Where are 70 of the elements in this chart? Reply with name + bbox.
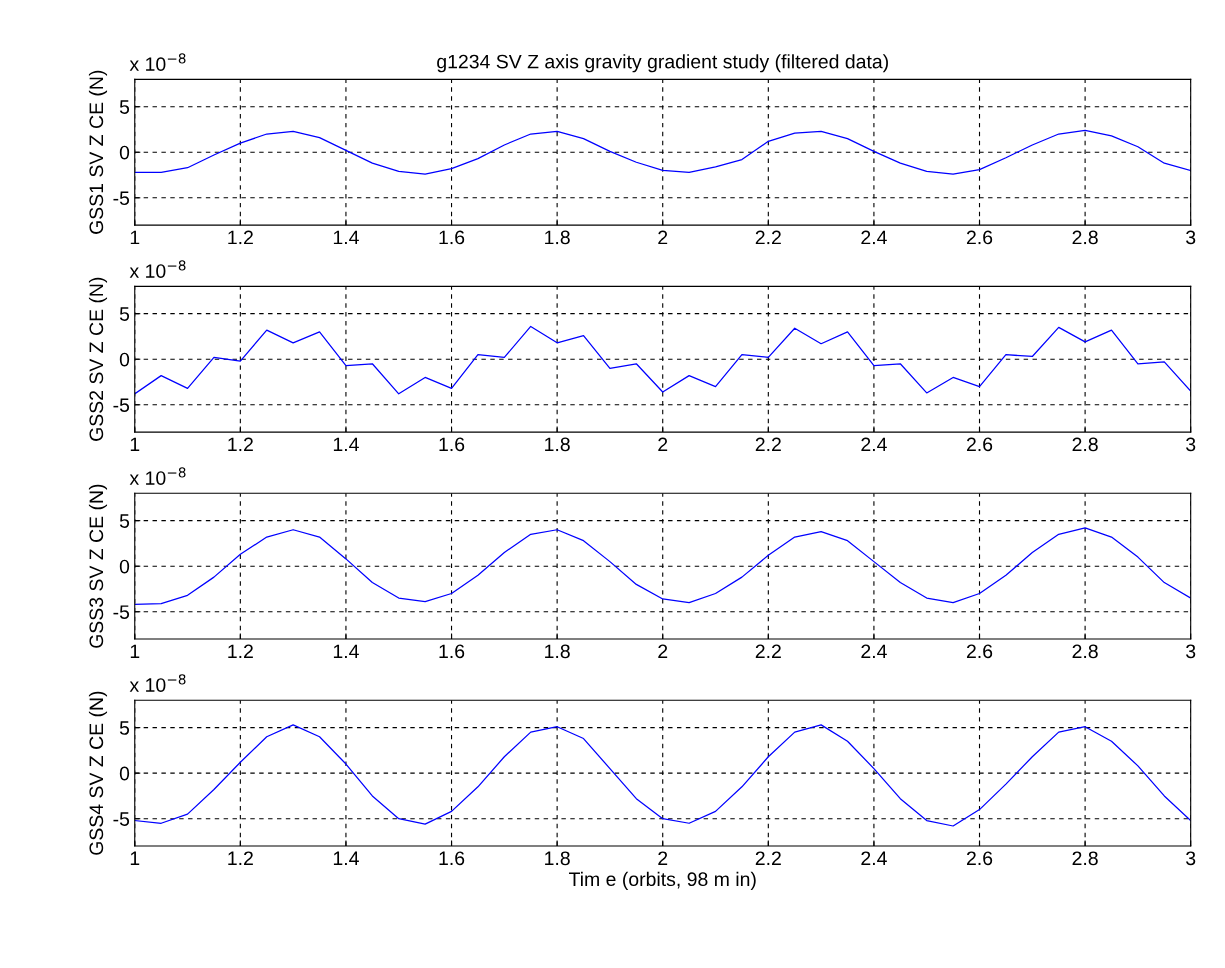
x-tick-label: 1.8 [545,644,570,659]
x-tick-label: 2.6 [966,437,993,452]
x-tick-label: 2.8 [1072,437,1098,452]
y-tick-label: 0 [119,352,130,367]
x-tick-label: 1.6 [439,437,465,452]
x-tick-label: 1.4 [333,644,359,659]
x-tick-label: 2.4 [861,437,887,452]
y-tick-label: -5 [113,191,130,206]
x-tick-label: 1 [130,644,140,659]
x-tick-label: 1.8 [545,437,570,452]
y-axis-title: GSS3 SV Z CE (N) [88,484,108,648]
x-tick-label: 1 [130,230,140,245]
line-series [134,325,1191,395]
x-tick-label: 1.4 [333,230,359,245]
x-tick-label: 2 [658,230,668,245]
chart-title: g1234 SV Z axis gravity gradient study (filtered data) [437,54,888,73]
x-tick-label: 1.2 [228,644,253,659]
x-tick-label: 2.4 [861,851,887,865]
x-tick-label: 1.6 [439,644,465,659]
y-tick-label: 0 [119,145,130,160]
x-tick-label: 1.2 [228,437,253,452]
line-series [134,527,1191,606]
text: x 10$^{−8}$ [129,260,186,278]
x-tick-label: 2.2 [755,644,781,659]
y-axis-title: GSS1 SV Z CE (N) [88,70,108,234]
x-tick-label: 2.8 [1072,851,1098,866]
x-tick-label: 1.2 [228,230,253,245]
x-tick-label: 2.6 [966,644,993,659]
y-tick-label: 0 [119,559,130,574]
y-tick-label: 5 [119,100,130,114]
x-tick-label: 3 [1186,644,1196,659]
x-tick-label: 2.6 [966,851,993,866]
y-tick-label: 0 [119,766,130,781]
x-tick-label: 2.4 [861,644,887,659]
x-tick-label: 1.2 [228,851,253,865]
y-tick-label: -5 [113,605,130,619]
x-tick-label: 1.8 [545,851,570,866]
text: x 10$^{−8}$ [129,674,186,692]
x-tick-label: 1.6 [439,851,465,866]
x-tick-label: 2 [658,644,668,659]
x-tick-label: 2.4 [861,230,887,245]
y-tick-label: -5 [113,398,130,412]
x-tick-label: 2.2 [755,230,781,245]
x-tick-label: 3 [1186,230,1196,245]
line-series [134,724,1191,827]
y-tick-label: 5 [119,307,130,321]
x-tick-label: 2 [658,437,668,452]
line-series [134,129,1191,175]
x-tick-label: 2.6 [966,230,993,245]
y-tick-label: 5 [119,514,130,528]
y-axis-title: GSS4 SV Z CE (N) [88,691,108,855]
x-tick-label: 2.2 [755,851,781,865]
y-axis-title: GSS2 SV Z CE (N) [88,277,108,441]
x-tick-label: 1 [130,851,140,865]
x-tick-label: 3 [1186,437,1196,452]
x-tick-label: 1.4 [333,437,359,452]
x-tick-label: 2.8 [1072,230,1098,245]
x-tick-label: 2 [658,851,668,865]
x-tick-label: 3 [1186,851,1196,866]
x-tick-label: 1.4 [333,851,359,865]
y-tick-label: 5 [119,721,130,735]
y-tick-label: -5 [113,812,130,826]
x-tick-label: 1.6 [439,230,465,245]
text: x 10$^{−8}$ [129,467,186,485]
x-tick-label: 1 [130,437,140,452]
x-tick-label: 1.8 [545,230,570,245]
x-axis-title: Tim e (orbits, 98 m in) [568,871,756,890]
x-tick-label: 2.8 [1072,644,1098,659]
text: x 10$^{−8}$ [129,53,186,72]
x-tick-label: 2.2 [755,437,781,452]
